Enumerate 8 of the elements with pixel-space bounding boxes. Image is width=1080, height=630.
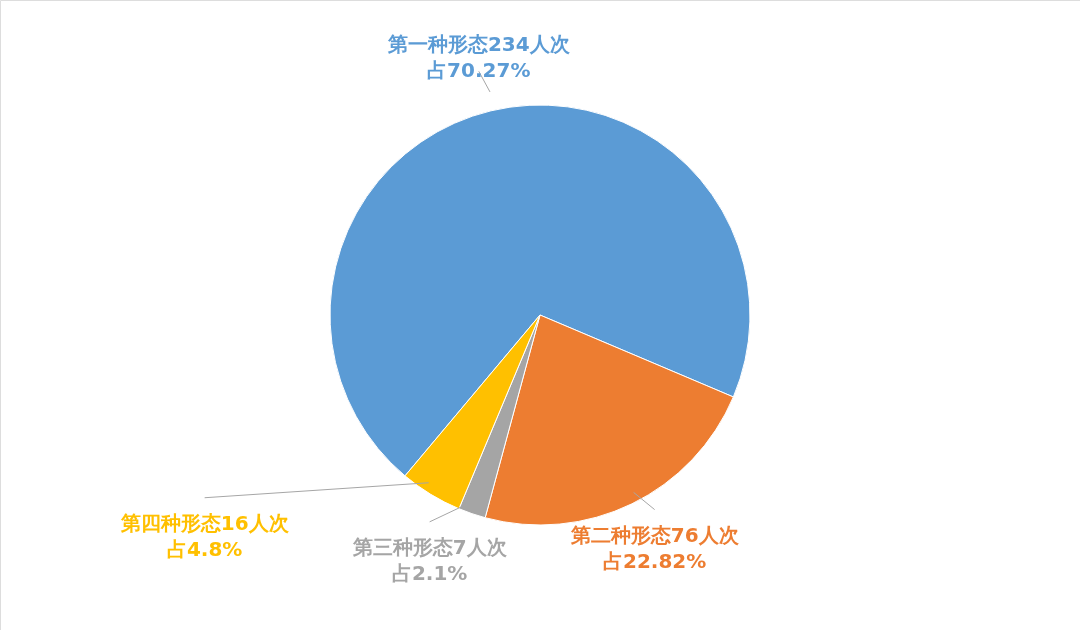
slice-label: 第三种形态7人次 <box>351 534 508 559</box>
data-label: 占70.27% <box>427 58 531 83</box>
data-label: 占22.82% <box>602 548 707 573</box>
data-label: 占2.1% <box>391 560 468 585</box>
data-label: 占4.8% <box>166 536 243 561</box>
slice-label: 第四种形态16人次 <box>119 510 290 535</box>
slice-label: 第二种形态76人次 <box>569 522 740 547</box>
slice-label: 第一种形态234人次 <box>386 32 571 57</box>
